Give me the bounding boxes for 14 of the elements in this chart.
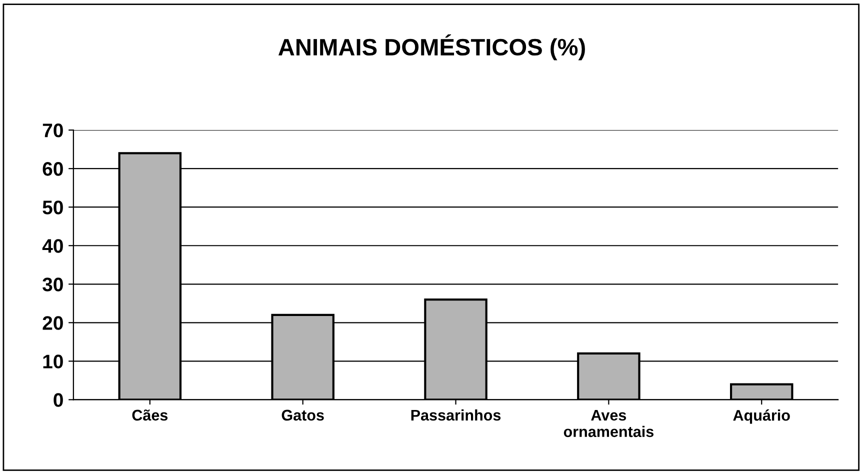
x-tick-label: Gatos: [282, 410, 324, 421]
x-tick-label: Aquário: [733, 409, 790, 424]
y-tick-label: 20: [42, 316, 63, 330]
chart-title: ANIMAIS DOMÉSTICOS (%): [278, 34, 585, 60]
x-tick-label: Cães: [132, 409, 168, 421]
x-tick-label: Passarinhos: [411, 409, 501, 421]
x-tick-label: Aves ornamentais: [564, 410, 654, 438]
y-tick-label: 60: [42, 162, 63, 176]
y-tick-label: 40: [42, 239, 63, 253]
y-tick-label: 30: [42, 278, 63, 292]
y-tick-label: 50: [42, 200, 63, 214]
y-tick-label: 0: [54, 393, 63, 407]
y-tick-label: 70: [42, 124, 63, 138]
y-tick-label: 10: [43, 354, 63, 368]
